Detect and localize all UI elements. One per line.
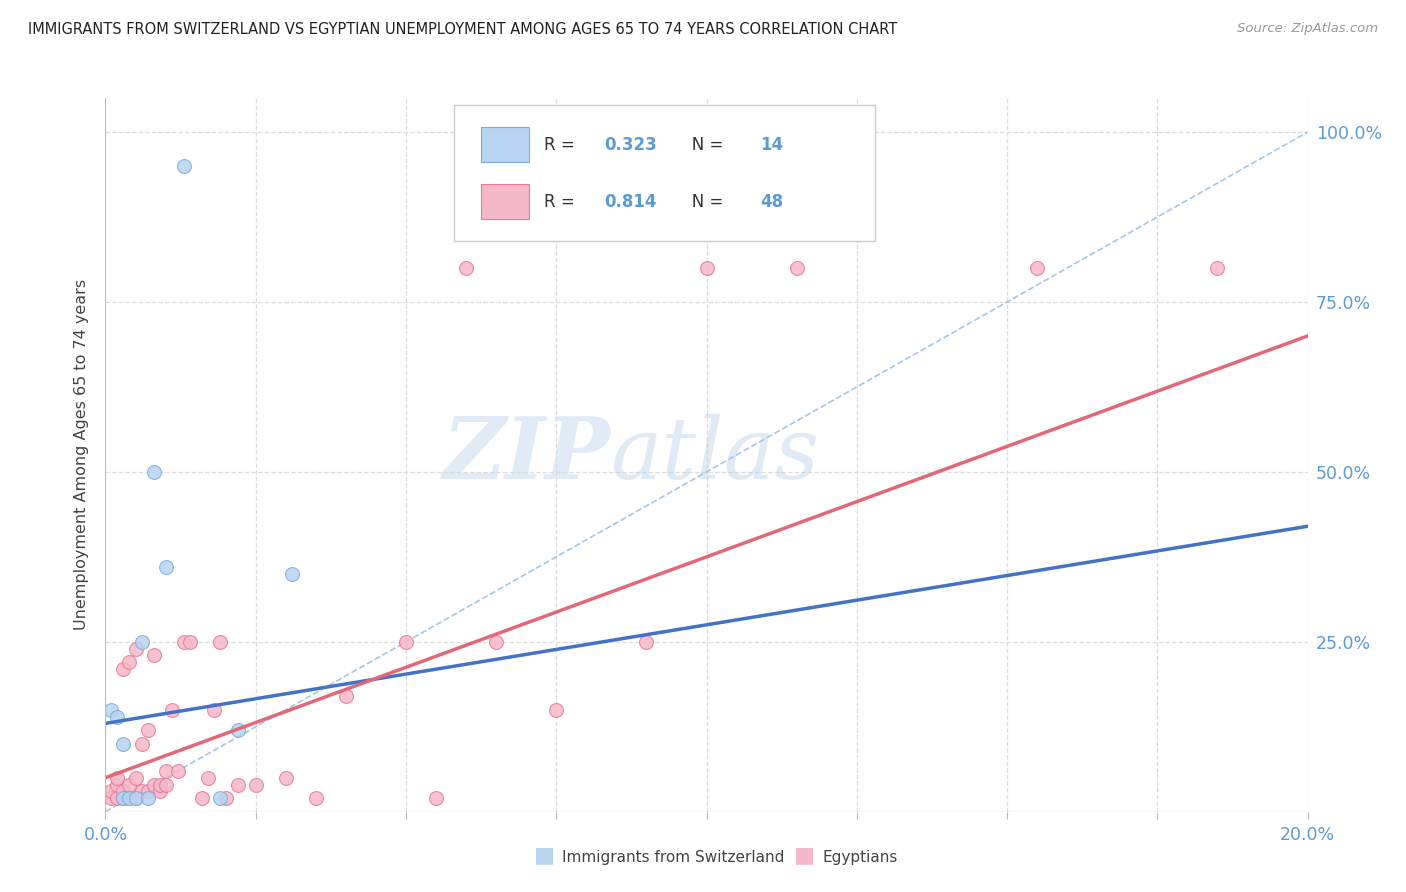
Text: ■: ■: [534, 846, 555, 865]
Text: 0.323: 0.323: [605, 136, 657, 153]
Point: [124, 771, 146, 785]
Text: Egyptians: Egyptians: [823, 850, 898, 865]
Text: R =: R =: [544, 136, 581, 153]
Point: [1026, 260, 1049, 275]
Point: [1206, 260, 1229, 275]
Text: Source: ZipAtlas.com: Source: ZipAtlas.com: [1237, 22, 1378, 36]
Point: [118, 655, 141, 669]
Point: [155, 560, 177, 574]
Point: [118, 778, 141, 792]
Point: [546, 703, 568, 717]
Point: [786, 260, 808, 275]
Point: [100, 784, 122, 798]
Text: N =: N =: [676, 193, 730, 211]
Bar: [481, 184, 529, 219]
Text: ■: ■: [794, 846, 815, 865]
Point: [142, 648, 165, 663]
Point: [142, 778, 165, 792]
Point: [226, 778, 249, 792]
Point: [118, 791, 141, 805]
Point: [155, 778, 177, 792]
Y-axis label: Unemployment Among Ages 65 to 74 years: Unemployment Among Ages 65 to 74 years: [75, 279, 90, 631]
Point: [636, 635, 658, 649]
Point: [173, 159, 195, 173]
Text: atlas: atlas: [610, 414, 820, 496]
Point: [160, 703, 183, 717]
Point: [173, 635, 195, 649]
Point: [112, 791, 135, 805]
Text: R =: R =: [544, 193, 581, 211]
Point: [142, 465, 165, 479]
Point: [245, 778, 267, 792]
Point: [136, 784, 159, 798]
Point: [281, 566, 304, 581]
Point: [107, 791, 129, 805]
Point: [112, 737, 135, 751]
Text: 0.814: 0.814: [605, 193, 657, 211]
Text: IMMIGRANTS FROM SWITZERLAND VS EGYPTIAN UNEMPLOYMENT AMONG AGES 65 TO 74 YEARS C: IMMIGRANTS FROM SWITZERLAND VS EGYPTIAN …: [28, 22, 897, 37]
Point: [202, 703, 225, 717]
Text: 48: 48: [761, 193, 783, 211]
Point: [131, 737, 153, 751]
Point: [208, 635, 231, 649]
Bar: [481, 127, 529, 162]
Text: ZIP: ZIP: [443, 413, 610, 497]
Point: [112, 784, 135, 798]
Point: [155, 764, 177, 778]
Point: [226, 723, 249, 738]
Point: [179, 635, 201, 649]
Point: [197, 771, 219, 785]
Point: [485, 635, 508, 649]
Point: [118, 791, 141, 805]
Point: [148, 784, 170, 798]
Point: [395, 635, 418, 649]
Point: [136, 723, 159, 738]
Point: [124, 641, 146, 656]
Text: 14: 14: [761, 136, 783, 153]
Text: Immigrants from Switzerland: Immigrants from Switzerland: [562, 850, 785, 865]
Point: [305, 791, 328, 805]
Point: [425, 791, 447, 805]
Point: [131, 635, 153, 649]
Point: [112, 662, 135, 676]
Point: [100, 791, 122, 805]
Point: [166, 764, 188, 778]
Text: N =: N =: [676, 136, 730, 153]
Point: [208, 791, 231, 805]
Point: [107, 771, 129, 785]
Point: [136, 791, 159, 805]
FancyBboxPatch shape: [454, 105, 875, 241]
Point: [124, 791, 146, 805]
Point: [112, 791, 135, 805]
Point: [107, 709, 129, 723]
Point: [190, 791, 212, 805]
Point: [214, 791, 236, 805]
Point: [148, 778, 170, 792]
Point: [124, 791, 146, 805]
Point: [107, 778, 129, 792]
Point: [335, 689, 357, 703]
Point: [131, 784, 153, 798]
Point: [274, 771, 297, 785]
Point: [696, 260, 718, 275]
Point: [454, 260, 477, 275]
Point: [100, 703, 122, 717]
